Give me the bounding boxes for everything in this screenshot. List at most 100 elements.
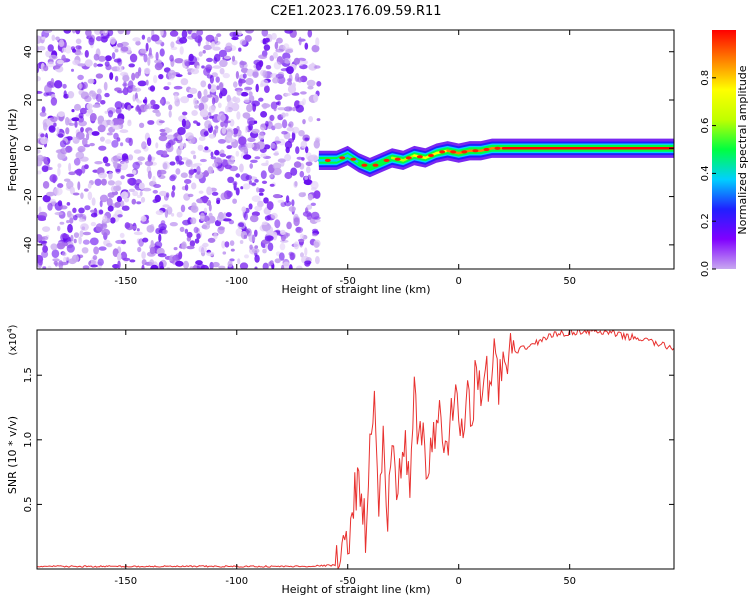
noise-blob <box>310 181 319 190</box>
y-tick-label: 1.5 <box>23 367 34 383</box>
noise-blob <box>246 68 254 77</box>
noise-blob <box>298 192 306 198</box>
noise-blob <box>42 226 51 233</box>
colorbar-tick-label: 0.4 <box>700 165 711 181</box>
noise-blob <box>243 98 250 103</box>
noise-blob <box>37 215 47 221</box>
noise-blob <box>232 128 239 135</box>
noise-blob <box>200 80 207 88</box>
noise-blob <box>254 266 258 269</box>
noise-blob <box>284 30 293 34</box>
noise-blob <box>304 176 309 180</box>
noise-blob <box>109 120 114 128</box>
noise-blob <box>293 217 300 227</box>
noise-blob <box>237 30 242 36</box>
noise-blob <box>105 64 112 71</box>
noise-blob <box>216 85 220 90</box>
noise-blob <box>295 146 300 155</box>
noise-blob <box>59 140 67 148</box>
ridge-hotspot <box>428 153 434 158</box>
noise-blob <box>42 266 47 269</box>
noise-blob <box>189 164 199 168</box>
noise-blob <box>264 37 270 43</box>
noise-blob <box>269 114 275 121</box>
noise-blob <box>94 30 102 35</box>
noise-blob <box>217 139 226 144</box>
noise-blob <box>184 228 189 234</box>
noise-blob <box>174 94 178 102</box>
noise-blob <box>94 178 102 186</box>
noise-blob <box>285 48 294 54</box>
noise-blob <box>300 91 307 95</box>
noise-blob <box>92 104 101 108</box>
noise-blob <box>312 233 318 237</box>
noise-blob <box>311 44 320 53</box>
x-tick-label: -100 <box>225 276 248 287</box>
noise-blob <box>274 258 281 264</box>
noise-blob <box>235 187 240 196</box>
noise-blob <box>307 30 313 38</box>
noise-blob <box>37 35 42 44</box>
noise-blob <box>158 223 167 231</box>
noise-blob <box>122 257 131 261</box>
noise-blob <box>128 188 136 192</box>
noise-blob <box>149 259 155 266</box>
noise-blob <box>57 133 64 138</box>
noise-blob <box>209 115 214 119</box>
noise-blob <box>264 85 270 93</box>
noise-blob <box>150 105 156 110</box>
noise-blob <box>281 264 285 269</box>
spectrogram-frame <box>36 29 675 270</box>
noise-blob <box>95 223 104 232</box>
noise-blob <box>177 135 182 141</box>
noise-blob <box>205 40 210 46</box>
y-tick-label: 40 <box>23 45 34 58</box>
noise-blob <box>166 134 175 140</box>
noise-blob <box>153 184 162 188</box>
noise-blob <box>196 263 205 269</box>
x-tick-label: -50 <box>340 576 356 587</box>
noise-blob <box>37 154 44 162</box>
noise-blob <box>159 48 165 57</box>
noise-blob <box>150 99 156 106</box>
noise-blob <box>102 215 108 223</box>
noise-blob <box>37 234 43 243</box>
noise-blob <box>183 260 189 269</box>
noise-blob <box>114 75 119 82</box>
noise-blob <box>91 131 100 136</box>
noise-blob <box>233 81 238 88</box>
noise-blob <box>73 238 77 244</box>
noise-blob <box>196 30 204 36</box>
noise-blob <box>243 212 248 221</box>
noise-blob <box>98 55 106 62</box>
noise-blob <box>229 138 236 143</box>
noise-blob <box>216 197 221 203</box>
noise-blob <box>266 201 274 211</box>
noise-blob <box>51 249 60 258</box>
noise-blob <box>263 197 269 204</box>
noise-blob <box>143 53 148 63</box>
noise-blob <box>277 158 286 163</box>
noise-blob <box>168 110 172 118</box>
noise-blob <box>125 137 132 143</box>
noise-blob <box>272 162 282 170</box>
noise-blob <box>184 59 190 67</box>
noise-blob <box>141 264 145 269</box>
noise-blob <box>108 171 113 180</box>
noise-blob <box>295 226 304 234</box>
noise-blob <box>229 31 237 37</box>
noise-blob <box>251 248 260 254</box>
noise-blob <box>230 155 235 161</box>
x-tick-label: -50 <box>340 276 356 287</box>
noise-blob <box>238 78 246 84</box>
noise-blob <box>41 106 46 114</box>
noise-blob <box>162 150 168 156</box>
noise-blob <box>277 199 285 204</box>
noise-blob <box>288 206 296 212</box>
noise-blob <box>281 112 286 118</box>
noise-blob <box>101 228 111 236</box>
spectrogram-y-label: Frequency (Hz) <box>6 109 19 192</box>
noise-blob <box>66 244 75 253</box>
noise-blob <box>262 248 267 254</box>
noise-blob <box>97 258 104 266</box>
